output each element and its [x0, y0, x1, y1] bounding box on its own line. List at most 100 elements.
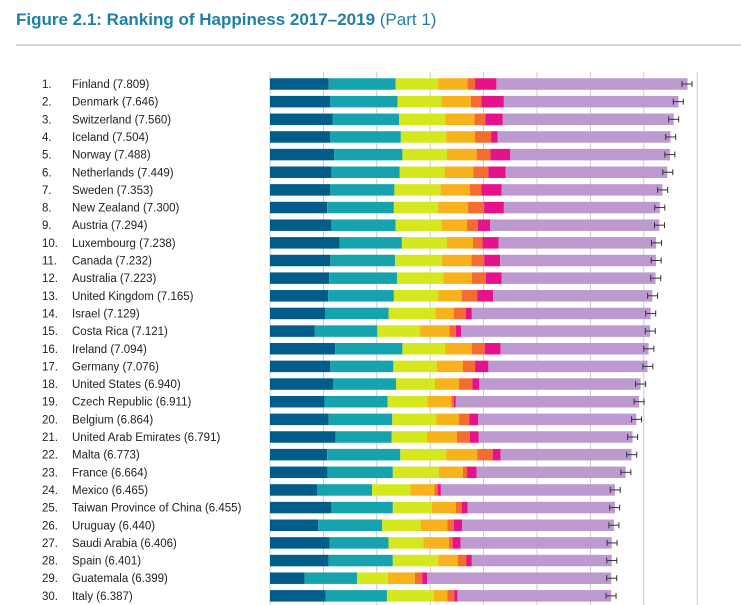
bar-segment: [330, 254, 395, 267]
bar-segment: [325, 307, 389, 320]
bar-segment: [316, 484, 372, 496]
bar-segment: [445, 113, 475, 126]
bar-segment: [462, 519, 614, 531]
bar-segment: [474, 113, 486, 126]
bar-segment: [438, 466, 463, 479]
bar-segment: [270, 113, 333, 126]
bar-segment: [435, 378, 460, 390]
bar-segment: [438, 201, 469, 214]
bar-segment: [436, 360, 463, 373]
bar-segment: [441, 219, 468, 231]
bar-segment: [472, 378, 480, 390]
bar-segment: [335, 343, 403, 355]
bar-segment: [270, 343, 336, 355]
rank-label: 10.: [42, 238, 58, 250]
bar-segment: [396, 378, 436, 390]
rank-label: 25.: [42, 503, 58, 515]
bar-segment: [485, 113, 503, 126]
bar-segment: [270, 272, 330, 284]
bar-segment: [496, 78, 688, 90]
rank-label: 28.: [42, 556, 58, 568]
bar-segment: [270, 537, 330, 549]
bar-segment: [475, 78, 497, 90]
bar-segment: [457, 554, 467, 567]
bar-segment: [270, 484, 317, 496]
country-label: Guatemala (6.399): [72, 573, 168, 585]
bar-segment: [441, 254, 472, 267]
bar-segment: [447, 519, 454, 531]
bar-segment: [420, 519, 448, 531]
bar-segment: [399, 166, 445, 178]
bar-segment: [397, 95, 442, 108]
bar-segment: [473, 166, 489, 178]
bar-segment: [467, 219, 478, 231]
bar-segment: [330, 184, 395, 196]
bar-segment: [270, 378, 334, 390]
bar-segment: [446, 131, 476, 143]
country-label: Saudi Arabia (6.406): [72, 538, 177, 550]
bar-segment: [477, 219, 491, 231]
bar-segment: [453, 519, 463, 531]
rank-label: 15.: [42, 326, 58, 338]
country-label: Ireland (7.094): [72, 344, 147, 356]
bar-segment: [420, 325, 450, 337]
bar-segment: [451, 395, 454, 408]
bar-segment: [393, 290, 439, 302]
rank-label: 4.: [42, 132, 52, 144]
bar-segment: [318, 519, 383, 531]
bar-segment: [270, 290, 329, 302]
country-label: Sweden (7.353): [72, 185, 153, 197]
bar-segment: [459, 378, 473, 390]
country-label: Finland (7.809): [72, 79, 150, 91]
bar-segment: [446, 448, 478, 461]
bar-segment: [501, 184, 663, 196]
rank-label: 22.: [42, 450, 58, 462]
bar-segment: [477, 290, 494, 302]
bar-segment: [395, 78, 439, 90]
country-label: Norway (7.488): [72, 150, 151, 162]
bar-segment: [433, 590, 448, 602]
bar-segment: [466, 554, 472, 567]
bar-segment: [493, 290, 653, 302]
bar-segment: [314, 325, 378, 337]
bar-segment: [339, 237, 402, 249]
bar-segment: [270, 519, 319, 531]
bar-segment: [460, 537, 612, 549]
bar-segment: [391, 431, 427, 443]
bar-segment: [498, 237, 657, 249]
bar-segment: [423, 537, 449, 549]
country-label: Netherlands (7.449): [72, 167, 174, 179]
bar-segment: [445, 343, 472, 355]
bar-segment: [400, 448, 447, 461]
bar-segment: [491, 131, 498, 143]
bar-segment: [330, 95, 398, 108]
country-label: Luxembourg (7.238): [72, 238, 176, 250]
bar-segment: [392, 413, 437, 426]
country-label: United States (6.940): [72, 379, 181, 391]
bar-segment: [484, 343, 501, 355]
bar-segment: [479, 378, 641, 390]
bar-segment: [449, 325, 456, 337]
country-label: Austria (7.294): [72, 220, 148, 232]
bar-segment: [426, 572, 612, 584]
bar-segment: [434, 484, 438, 496]
rank-label: 19.: [42, 397, 58, 409]
rank-label: 23.: [42, 467, 58, 479]
country-label: Switzerland (7.560): [72, 114, 171, 126]
bar-segment: [471, 307, 651, 320]
bar-segment: [270, 131, 331, 143]
bar-segment: [401, 237, 447, 249]
bar-segment: [270, 501, 332, 514]
bar-segment: [481, 95, 504, 108]
title-rule: [16, 44, 741, 46]
bar-segment: [388, 537, 424, 549]
bar-segment: [270, 395, 325, 408]
country-label: Malta (6.773): [72, 450, 140, 462]
rank-label: 27.: [42, 538, 58, 550]
bar-segment: [270, 325, 315, 337]
bar-segment: [437, 484, 441, 496]
bar-segment: [461, 501, 468, 514]
bar-segment: [270, 201, 328, 214]
bar-segment: [329, 537, 389, 549]
country-label: France (6.664): [72, 467, 148, 479]
